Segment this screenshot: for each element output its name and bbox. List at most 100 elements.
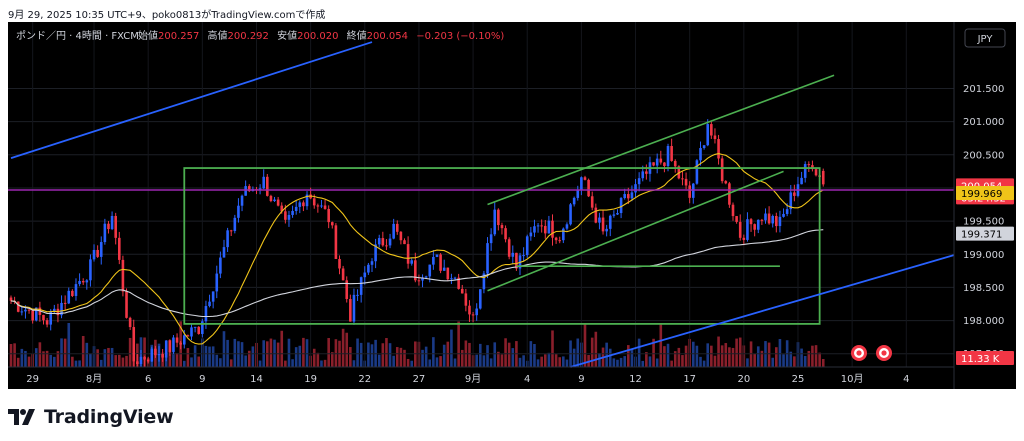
candle — [302, 200, 305, 212]
candle-body — [320, 205, 323, 207]
volume-bar — [814, 345, 818, 367]
candle — [435, 254, 439, 258]
price-axis-bg — [954, 22, 1016, 389]
candle-body — [302, 202, 305, 207]
volume-bar — [406, 358, 410, 367]
candle — [590, 191, 594, 211]
volume-bar — [746, 358, 749, 367]
candle-body — [601, 217, 605, 232]
candle — [157, 346, 161, 362]
candle — [645, 164, 648, 180]
candle — [507, 237, 511, 260]
candle-body — [446, 267, 450, 280]
candle-body — [385, 245, 388, 247]
candle — [276, 196, 280, 207]
candle-body — [663, 162, 666, 166]
candle — [298, 200, 302, 214]
price-chart[interactable]: 197.500198.000198.500199.000199.500200.0… — [8, 22, 1016, 389]
candle-body — [312, 198, 316, 206]
volume-bar — [446, 341, 450, 367]
candle-body — [414, 260, 417, 281]
candle-body — [565, 224, 569, 229]
volume-bar — [428, 359, 432, 367]
candle-body — [533, 226, 536, 233]
candle — [262, 169, 265, 190]
volume-bar — [713, 355, 717, 367]
candle-body — [767, 213, 771, 224]
volume-bar — [775, 347, 778, 367]
candle — [118, 231, 121, 265]
candle-body — [453, 277, 457, 279]
trend-line-lower — [570, 253, 958, 368]
candle — [572, 196, 576, 207]
candle — [464, 288, 468, 312]
candle — [432, 250, 435, 270]
volume-bar — [251, 346, 255, 367]
candle — [720, 155, 724, 184]
candle — [637, 172, 641, 192]
candle-body — [479, 289, 482, 309]
candle-body — [406, 244, 410, 264]
candle-body — [580, 177, 583, 190]
volume-bar — [193, 345, 197, 367]
candle-body — [637, 178, 641, 185]
volume-bar — [623, 356, 626, 367]
candle — [363, 266, 367, 285]
candle — [525, 234, 529, 258]
candle — [222, 239, 226, 258]
volume-bar — [244, 355, 247, 367]
candle-body — [771, 215, 775, 224]
candle-body — [356, 294, 359, 296]
candle-body — [594, 207, 598, 223]
volume-bar — [641, 360, 645, 367]
candle-body — [756, 219, 760, 230]
candle-body — [9, 297, 13, 301]
volume-bar — [673, 351, 677, 367]
legend-close-label: 終値 — [347, 29, 367, 42]
candle — [154, 345, 157, 358]
candle — [81, 278, 85, 285]
volume-bar — [760, 350, 764, 367]
ma-fast-badge-bg — [956, 186, 1014, 201]
candle-body — [497, 209, 500, 226]
candle — [13, 296, 16, 305]
candle — [143, 356, 146, 367]
candle — [193, 326, 197, 333]
candle — [580, 176, 583, 196]
currency-label[interactable]: JPY — [977, 34, 994, 45]
candle — [569, 202, 572, 226]
candle-body — [377, 238, 381, 245]
volume-bar — [691, 341, 695, 367]
candle-body — [67, 290, 71, 304]
candle-body — [630, 192, 634, 199]
candle — [251, 186, 255, 192]
candle-body — [713, 135, 717, 140]
y-tick-label: 199.000 — [963, 250, 1004, 261]
candle — [522, 247, 525, 262]
candle-body — [208, 301, 211, 307]
alert-icons[interactable] — [851, 345, 892, 361]
candle-body — [760, 219, 764, 221]
volume-bar — [410, 360, 414, 367]
candle — [608, 214, 612, 237]
alert-icon[interactable] — [851, 345, 867, 361]
candle-body — [298, 202, 302, 207]
candle-body — [222, 247, 226, 258]
candle-body — [543, 225, 547, 234]
candle — [594, 203, 598, 224]
currency-button[interactable]: JPY — [964, 28, 1006, 48]
candle-body — [193, 326, 197, 328]
alert-icon[interactable] — [876, 345, 892, 361]
volume-bar — [16, 357, 20, 367]
volume-bar — [677, 347, 681, 367]
candle — [96, 245, 99, 258]
chart-panel[interactable]: 197.500198.000198.500199.000199.500200.0… — [8, 22, 1016, 389]
candle-body — [432, 256, 435, 265]
candle-body — [482, 273, 486, 290]
candle-body — [146, 359, 150, 362]
candle-body — [186, 335, 190, 337]
candle-body — [782, 213, 785, 217]
volume-bar — [392, 355, 395, 367]
candle — [814, 167, 818, 177]
candle — [518, 252, 522, 276]
